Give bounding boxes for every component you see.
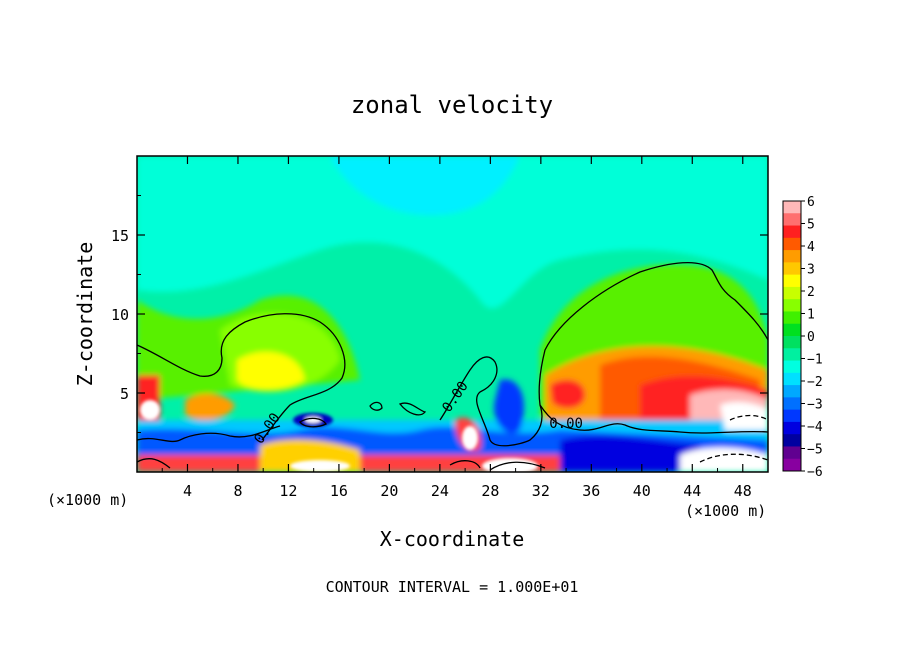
contour-label: 0.00 xyxy=(549,416,583,432)
y-tick-label: 10 xyxy=(111,306,129,324)
colorbar-label: 0 xyxy=(807,330,815,345)
colorbar-band xyxy=(783,372,801,386)
colorbar-band xyxy=(783,274,801,288)
heatmap-field xyxy=(137,156,768,472)
x-axis-label: X-coordinate xyxy=(380,527,525,551)
contour-zero-right xyxy=(539,404,768,434)
colorbar-band xyxy=(783,409,801,423)
y-tick-label: 15 xyxy=(111,227,129,245)
colorbar-band xyxy=(783,311,801,325)
colorbar-label: −3 xyxy=(807,398,823,413)
x-tick-label: 12 xyxy=(279,482,297,500)
colorbar-label: 6 xyxy=(807,195,815,210)
x-tick-label: 20 xyxy=(380,482,398,500)
colorbar-band xyxy=(783,262,801,276)
x-tick-label: 48 xyxy=(734,482,752,500)
colorbar-label: −6 xyxy=(807,465,823,480)
y-axis: 5 10 15 xyxy=(111,195,768,433)
x-tick-label: 4 xyxy=(183,482,192,500)
x-tick-label: 44 xyxy=(683,482,701,500)
colorbar-band xyxy=(783,250,801,263)
x-tick-label: 16 xyxy=(330,482,348,500)
colorbar-band xyxy=(783,213,801,227)
colorbar-band xyxy=(783,323,801,337)
x-unit-left: (×1000 m) xyxy=(47,491,128,509)
colorbar-band xyxy=(783,201,801,214)
colorbar-label: −2 xyxy=(807,375,823,390)
x-tick-label: 28 xyxy=(481,482,499,500)
colorbar-label: −4 xyxy=(807,420,823,435)
x-tick-label: 24 xyxy=(431,482,449,500)
y-axis-label: Z-coordinate xyxy=(73,242,97,387)
contour-interval-note: CONTOUR INTERVAL = 1.000E+01 xyxy=(326,578,579,596)
colorbar-label: −1 xyxy=(807,353,823,368)
x-axis: 4 8 12 16 20 24 28 32 36 40 44 48 xyxy=(161,156,752,500)
contour-lines xyxy=(137,261,768,471)
colorbar-band xyxy=(783,360,801,374)
x-tick-label: 40 xyxy=(633,482,651,500)
colorbar-band xyxy=(783,397,801,411)
x-tick-label: 8 xyxy=(233,482,242,500)
y-tick-label: 5 xyxy=(120,385,129,403)
colorbar-band xyxy=(783,458,801,472)
x-tick-label: 36 xyxy=(582,482,600,500)
chart-title: zonal velocity xyxy=(351,91,553,119)
colorbar-label: 3 xyxy=(807,263,815,278)
colorbar: 6 5 4 3 2 1 0 −1 −2 −3 −4 −5 −6 xyxy=(782,195,823,480)
colorbar-band xyxy=(783,421,801,435)
colorbar-band xyxy=(783,336,801,349)
colorbar-label: 2 xyxy=(807,285,815,300)
x-tick-label: 32 xyxy=(532,482,550,500)
x-unit-right: (×1000 m) xyxy=(685,502,766,520)
colorbar-band xyxy=(783,434,801,447)
colorbar-band xyxy=(783,299,801,312)
colorbar-band xyxy=(783,385,801,398)
colorbar-label: 1 xyxy=(807,308,815,323)
colorbar-label: −5 xyxy=(807,443,823,458)
colorbar-band xyxy=(783,348,801,362)
colorbar-band xyxy=(783,225,801,239)
colorbar-band xyxy=(783,446,801,460)
contour-zero-mid xyxy=(439,261,768,447)
colorbar-label: 5 xyxy=(807,218,815,233)
colorbar-label: 4 xyxy=(807,240,815,255)
colorbar-band xyxy=(783,286,801,300)
colorbar-band xyxy=(783,237,801,251)
contour-zero-left xyxy=(137,313,346,441)
